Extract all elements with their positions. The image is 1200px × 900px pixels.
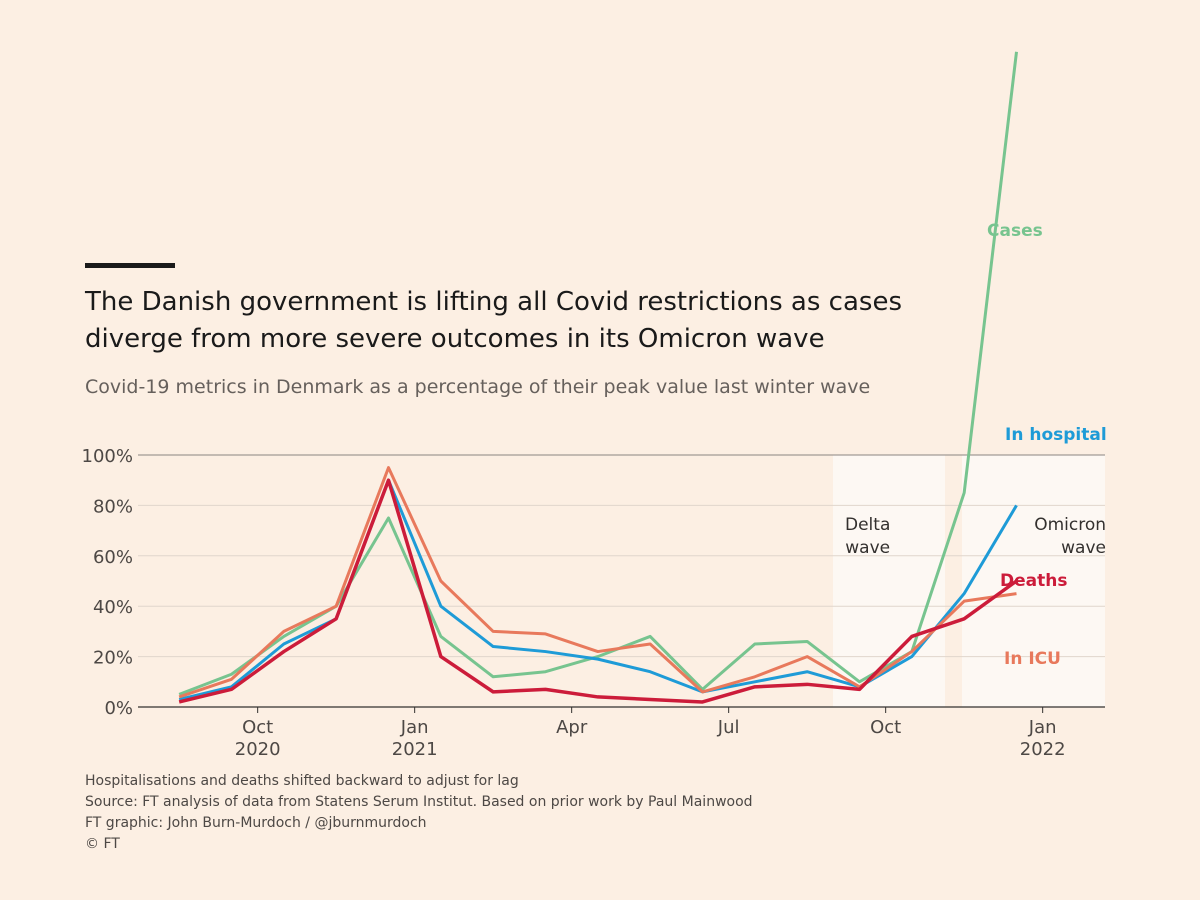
series-line	[178, 478, 1018, 704]
footnote: FT graphic: John Burn-Murdoch / @jburnmu…	[85, 815, 427, 831]
y-tick-label: 40%	[93, 597, 133, 618]
series-label: In hospital	[1005, 425, 1107, 445]
title-rule	[85, 263, 175, 268]
annotation: Omicron wave	[1034, 515, 1106, 558]
y-tick-label: 80%	[93, 496, 133, 517]
x-tick-label: Oct	[870, 717, 902, 738]
y-tick-label: 0%	[104, 698, 133, 719]
x-tick-label: Apr	[556, 717, 588, 738]
footnote: Source: FT analysis of data from Statens…	[85, 794, 753, 810]
x-tick-label: Jul	[717, 717, 740, 738]
chart-title: The Danish government is lifting all Cov…	[85, 287, 902, 354]
x-tick-label: Jan 2022	[1019, 717, 1066, 760]
series-line	[178, 466, 1017, 699]
series-label: Deaths	[1000, 571, 1067, 591]
x-tick-label: Jan 2021	[391, 717, 438, 760]
chart-subtitle: Covid-19 metrics in Denmark as a percent…	[85, 376, 871, 398]
series-label: Cases	[987, 221, 1043, 241]
series-label: In ICU	[1004, 649, 1061, 669]
footnote: © FT	[85, 836, 120, 852]
y-tick-label: 60%	[93, 547, 133, 568]
x-tick-label: Oct 2020	[234, 717, 281, 760]
omicron-band	[962, 455, 1105, 707]
footnote: Hospitalisations and deaths shifted back…	[85, 773, 519, 789]
annotation: Delta wave	[845, 515, 891, 558]
y-tick-label: 100%	[82, 446, 133, 467]
y-tick-label: 20%	[93, 648, 133, 669]
